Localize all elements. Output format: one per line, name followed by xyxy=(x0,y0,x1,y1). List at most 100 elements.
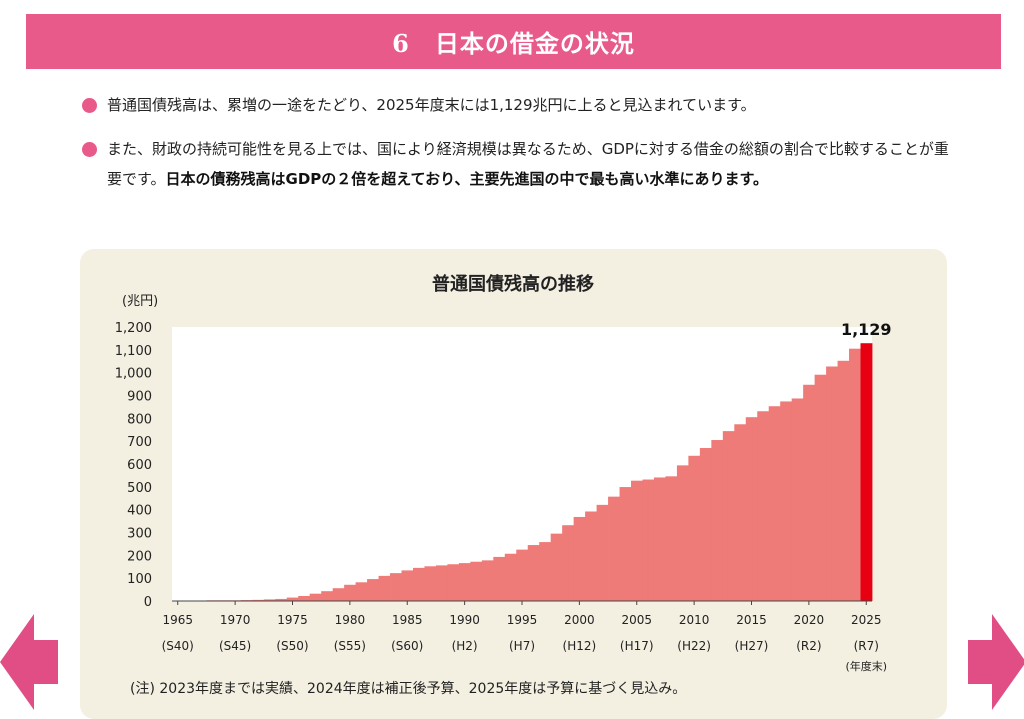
x-tick-label: 2000 xyxy=(564,613,595,627)
x-tick-era-label: (S40) xyxy=(162,639,194,653)
bullet-text: 普通国債残高は、累増の一途をたどり、2025年度末には1,129兆円に上ると見込… xyxy=(107,90,952,120)
bar xyxy=(585,511,597,601)
bar xyxy=(849,349,861,601)
chart-footnote: (注) 2023年度までは実績、2024年度は補正後予算、2025年度は予算に基… xyxy=(130,678,686,698)
bar xyxy=(620,487,632,601)
bar-highlight xyxy=(861,343,873,601)
page-header: 6 日本の借金の状況 xyxy=(26,14,1001,69)
bar xyxy=(333,588,345,601)
x-tick-label: 1985 xyxy=(392,613,423,627)
bar xyxy=(424,566,436,601)
bar xyxy=(413,568,425,601)
debt-chart: 普通国債残高の推移(兆円)010020030040050060070080090… xyxy=(80,249,947,714)
x-tick-label: 2010 xyxy=(679,613,710,627)
bullet-dot-icon xyxy=(82,142,97,157)
bar xyxy=(562,525,574,601)
page-title: 6 日本の借金の状況 xyxy=(392,24,635,59)
y-tick-label: 500 xyxy=(127,481,152,496)
x-tick-label: 1975 xyxy=(277,613,308,627)
y-tick-label: 1,100 xyxy=(115,344,152,359)
bar xyxy=(356,582,368,601)
x-tick-label: 1990 xyxy=(449,613,480,627)
y-tick-label: 800 xyxy=(127,412,152,427)
y-tick-label: 700 xyxy=(127,435,152,450)
bullet-item: また、財政の持続可能性を見る上では、国により経済規模は異なるため、GDPに対する… xyxy=(82,134,952,194)
x-tick-era-label: (H12) xyxy=(563,639,597,653)
bar xyxy=(597,505,609,601)
bar xyxy=(459,563,471,601)
y-tick-label: 400 xyxy=(127,504,152,519)
x-tick-label: 2005 xyxy=(621,613,652,627)
bar xyxy=(482,560,494,601)
bar xyxy=(631,481,643,601)
x-tick-label: 1970 xyxy=(220,613,251,627)
bar xyxy=(402,570,414,601)
x-tick-era-label: (R2) xyxy=(796,639,821,653)
bar xyxy=(769,406,781,601)
bar xyxy=(379,576,391,601)
bar xyxy=(344,585,356,601)
bullet-item: 普通国債残高は、累増の一途をたどり、2025年度末には1,129兆円に上ると見込… xyxy=(82,90,952,120)
bar xyxy=(528,545,540,601)
y-tick-label: 300 xyxy=(127,527,152,542)
bar xyxy=(310,594,322,601)
x-tick-era-label: (H2) xyxy=(452,639,478,653)
bar xyxy=(654,477,666,601)
bar xyxy=(803,385,815,601)
x-axis-unit: (年度末) xyxy=(845,659,887,673)
y-tick-label: 200 xyxy=(127,549,152,564)
bar xyxy=(298,596,310,601)
x-tick-label: 2025 xyxy=(851,613,882,627)
x-tick-era-label: (S45) xyxy=(219,639,251,653)
bar xyxy=(734,424,746,601)
bar xyxy=(493,557,505,601)
y-tick-label: 600 xyxy=(127,458,152,473)
bar xyxy=(367,579,379,601)
y-tick-label: 900 xyxy=(127,390,152,405)
bar xyxy=(757,411,769,601)
x-tick-era-label: (S60) xyxy=(391,639,423,653)
x-tick-era-label: (S55) xyxy=(334,639,366,653)
bar xyxy=(436,565,448,601)
bar xyxy=(551,534,563,601)
bar xyxy=(826,367,838,602)
bar xyxy=(287,598,299,601)
x-tick-era-label: (H17) xyxy=(620,639,654,653)
bullet-emphasis-text: 日本の債務残高はGDPの２倍を超えており、主要先進国の中で最も高い水準にあります… xyxy=(166,170,768,188)
bar xyxy=(447,564,459,601)
bar xyxy=(390,573,402,601)
bar xyxy=(746,417,758,601)
bar xyxy=(321,591,333,601)
x-tick-era-label: (H27) xyxy=(735,639,769,653)
y-tick-label: 1,200 xyxy=(115,321,152,336)
arrow-right-icon[interactable] xyxy=(968,612,1024,712)
x-tick-era-label: (S50) xyxy=(276,639,308,653)
bar xyxy=(539,542,551,601)
bullet-dot-icon xyxy=(82,98,97,113)
y-axis-unit: (兆円) xyxy=(122,294,158,309)
x-tick-era-label: (R7) xyxy=(854,639,879,653)
y-tick-label: 100 xyxy=(127,572,152,587)
chart-title: 普通国債残高の推移 xyxy=(432,273,594,295)
x-tick-label: 1995 xyxy=(507,613,538,627)
y-tick-label: 1,000 xyxy=(115,367,152,382)
bar xyxy=(677,465,689,601)
x-tick-era-label: (H22) xyxy=(677,639,711,653)
x-tick-label: 1980 xyxy=(335,613,366,627)
bar xyxy=(608,497,620,601)
bar xyxy=(470,562,482,601)
bar xyxy=(642,480,654,601)
bar xyxy=(792,398,804,601)
x-tick-era-label: (H7) xyxy=(509,639,535,653)
bar xyxy=(688,456,700,601)
bar xyxy=(815,375,827,601)
x-tick-label: 2020 xyxy=(794,613,825,627)
bar xyxy=(516,550,528,601)
bar xyxy=(723,431,735,601)
bar xyxy=(838,361,850,601)
arrow-left-icon[interactable] xyxy=(0,612,58,712)
bar xyxy=(505,554,517,601)
x-tick-label: 1965 xyxy=(162,613,193,627)
bar xyxy=(780,401,792,601)
bar xyxy=(711,440,723,601)
